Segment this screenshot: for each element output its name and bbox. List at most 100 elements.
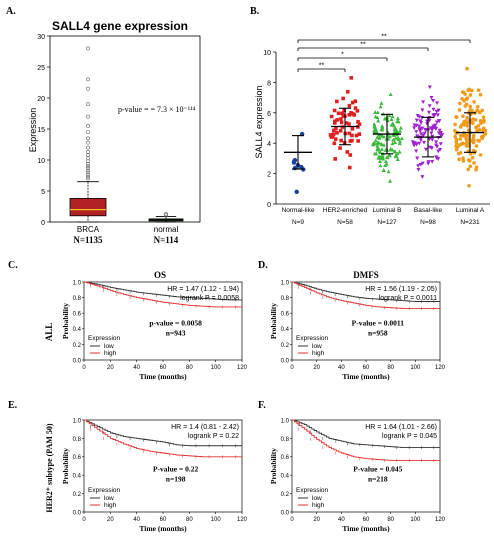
point-Basal-like xyxy=(427,85,432,90)
point-HER2-enriched xyxy=(345,89,350,94)
point-Luminal B xyxy=(395,116,400,121)
km-xtick-label: 20 xyxy=(313,365,320,371)
point-Normal-like xyxy=(292,158,297,164)
point-Luminal B xyxy=(393,136,398,140)
km-ytick-label: 0.4 xyxy=(281,474,290,480)
km-ytick-label: 0.6 xyxy=(281,455,290,461)
point-Basal-like xyxy=(417,124,422,129)
point-HER2-enriched xyxy=(338,146,342,150)
point-Luminal B xyxy=(390,114,395,119)
km-xtick-label: 120 xyxy=(237,365,248,371)
outlier-BRCA xyxy=(86,170,90,175)
km-legend-high: high xyxy=(312,350,325,357)
point-Basal-like xyxy=(421,133,426,138)
km-ytick-label: 0.0 xyxy=(73,510,82,516)
point-Luminal A xyxy=(474,125,478,130)
km-curve-low xyxy=(84,419,242,447)
point-Luminal B xyxy=(382,116,387,121)
km-xtick-label: 40 xyxy=(338,365,345,371)
km-xtick-label: 40 xyxy=(338,517,345,523)
point-Luminal B xyxy=(396,135,401,140)
outlier-BRCA xyxy=(86,124,90,128)
panel-b-ytick-label: 0 xyxy=(267,202,271,209)
panel-a-group-brca: BRCA xyxy=(77,225,100,234)
point-Basal-like xyxy=(427,104,432,108)
point-Luminal B xyxy=(398,125,403,130)
outlier-BRCA xyxy=(86,46,90,51)
point-Luminal B xyxy=(378,150,383,155)
km-legend-low: low xyxy=(312,343,322,350)
point-Basal-like xyxy=(431,107,436,112)
point-Luminal B xyxy=(387,153,392,158)
point-Basal-like xyxy=(435,101,440,106)
point-HER2-enriched xyxy=(349,111,353,115)
point-Luminal B xyxy=(395,157,400,162)
point-Luminal B xyxy=(384,155,389,160)
point-Luminal A xyxy=(460,90,465,94)
point-Luminal A xyxy=(481,115,486,119)
outlier-BRCA xyxy=(86,161,90,166)
point-Luminal B xyxy=(393,149,398,154)
point-HER2-enriched xyxy=(332,108,337,113)
panel-a-letter: A. xyxy=(6,6,16,17)
km-logrank-D: logrank P = 0.0011 xyxy=(379,295,437,302)
point-Luminal B xyxy=(381,168,386,172)
point-HER2-enriched xyxy=(347,131,352,136)
outlier-normal xyxy=(164,212,168,216)
km-legend-high: high xyxy=(312,502,325,509)
panel-b-ytick-label: 10 xyxy=(263,50,271,57)
panel-a-frame xyxy=(49,35,201,223)
km-ytick-label: 0.8 xyxy=(281,296,290,302)
point-Basal-like xyxy=(418,129,423,134)
point-Luminal A xyxy=(478,92,483,97)
point-Luminal A xyxy=(454,139,459,144)
km-curve-low xyxy=(292,281,440,302)
point-HER2-enriched xyxy=(344,121,349,125)
km-xlabel: Time (months) xyxy=(139,372,187,381)
point-Luminal B xyxy=(388,92,393,97)
point-Luminal B xyxy=(390,141,395,146)
point-Luminal A xyxy=(475,104,480,109)
km-pvalue-D: P-value = 0.0011 xyxy=(352,319,405,328)
point-Basal-like xyxy=(414,149,419,154)
km-ytick-label: 0.0 xyxy=(281,358,290,364)
point-Basal-like xyxy=(418,119,423,124)
point-HER2-enriched xyxy=(335,131,339,135)
km-ytick-label: 0.0 xyxy=(73,358,82,364)
point-Basal-like xyxy=(420,126,425,131)
point-Basal-like xyxy=(429,131,434,136)
panel-b-ytick-label: 4 xyxy=(267,141,271,148)
point-HER2-enriched xyxy=(350,138,354,143)
point-HER2-enriched xyxy=(339,117,343,121)
km-ytick-label: 0.8 xyxy=(281,437,290,443)
outlier-BRCA xyxy=(86,102,90,107)
km-curve-high xyxy=(84,281,242,308)
km-ytick-label: 0.6 xyxy=(281,312,290,318)
point-Basal-like xyxy=(410,140,415,144)
point-Luminal B xyxy=(393,154,398,159)
km-xtick-label: 20 xyxy=(313,517,320,523)
point-Luminal B xyxy=(393,140,398,145)
outlier-BRCA xyxy=(86,153,90,157)
panel-a-ytick-label: 20 xyxy=(37,96,45,103)
point-Basal-like xyxy=(430,126,435,130)
point-Luminal B xyxy=(375,146,380,151)
km-legend-title: Expression xyxy=(296,335,329,342)
point-Basal-like xyxy=(431,113,436,118)
point-Luminal A xyxy=(465,116,469,120)
point-Luminal A xyxy=(470,108,474,113)
panel-c-letter: C. xyxy=(8,260,18,271)
point-Luminal B xyxy=(381,156,386,161)
panel-a-pvalue: p-value = = 7.3 × 10⁻¹¹⁴ xyxy=(118,105,196,114)
point-HER2-enriched xyxy=(357,122,362,127)
km-legend-high: high xyxy=(104,350,117,357)
point-Basal-like xyxy=(419,132,424,137)
panel-a-group-normal: normal xyxy=(154,225,179,234)
point-HER2-enriched xyxy=(345,150,350,154)
km-ytick-label: 0.2 xyxy=(73,492,82,498)
point-Luminal A xyxy=(467,183,471,188)
point-Luminal B xyxy=(388,179,393,183)
km-xtick-label: 60 xyxy=(363,517,370,523)
km-ytick-label: 1.0 xyxy=(281,418,290,424)
